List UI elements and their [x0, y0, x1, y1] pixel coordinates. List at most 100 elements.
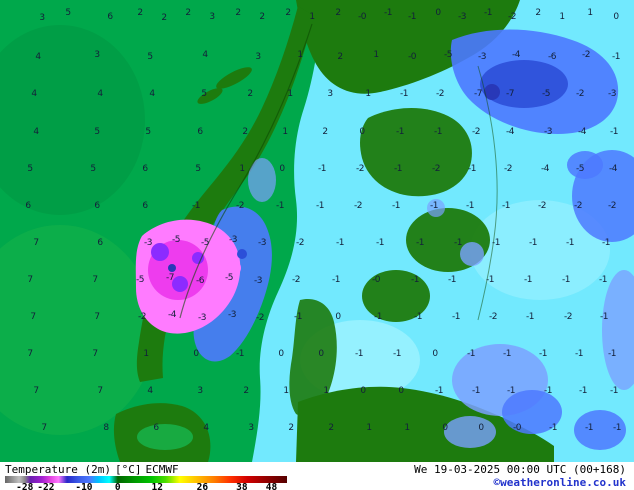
- temp-value-label: -7: [166, 273, 174, 283]
- temp-value-label: -2: [292, 275, 300, 285]
- temp-value-label: -1: [468, 164, 476, 174]
- temp-value-label: 0: [442, 423, 448, 433]
- temp-value-label: 2: [535, 8, 541, 18]
- cold-blue-core-northeast: [480, 60, 568, 108]
- temp-value-label: 7: [41, 423, 47, 433]
- temp-value-label: 8: [103, 423, 109, 433]
- temp-value-label: 7: [94, 312, 100, 322]
- temp-value-label: -2: [504, 164, 512, 174]
- temp-value-label: -4: [512, 50, 520, 60]
- temp-value-label: -1: [562, 275, 570, 285]
- temp-value-label: 6: [142, 164, 148, 174]
- temp-value-label: -3: [458, 12, 466, 22]
- temp-value-label: -1: [396, 127, 404, 137]
- temp-value-label: -1: [602, 238, 610, 248]
- cold-blue-patch-southeast: [502, 390, 562, 434]
- cold-blue-patch-east: [567, 151, 603, 179]
- temp-value-label: -5: [136, 275, 144, 285]
- temp-value-label: -1: [612, 52, 620, 62]
- temp-value-label: -5: [542, 89, 550, 99]
- temp-value-label: -1: [524, 275, 532, 285]
- temp-value-label: -1: [435, 386, 443, 396]
- temp-value-label: -0: [513, 423, 521, 433]
- temp-value-label: -3: [478, 52, 486, 62]
- temp-value-label: -1: [394, 164, 402, 174]
- temp-value-label: -1: [549, 423, 557, 433]
- temp-value-label: -1: [454, 238, 462, 248]
- temp-value-label: 0: [398, 386, 404, 396]
- temp-value-label: 2: [259, 12, 265, 22]
- temp-value-label: 1: [366, 423, 372, 433]
- temp-value-label: 2: [185, 8, 191, 18]
- temp-value-label: -1: [502, 201, 510, 211]
- temp-value-label: 6: [142, 201, 148, 211]
- temp-value-label: 0: [478, 423, 484, 433]
- temp-value-label: -1: [448, 275, 456, 285]
- temp-value-label: -2: [574, 201, 582, 211]
- temp-value-label: 3: [248, 423, 254, 433]
- temp-value-label: -2: [472, 127, 480, 137]
- temp-value-label: -1: [608, 349, 616, 359]
- temp-value-label: -1: [236, 349, 244, 359]
- temp-value-label: -1: [486, 275, 494, 285]
- temp-value-label: 3: [39, 13, 45, 23]
- temp-value-label: -1: [575, 349, 583, 359]
- temp-value-label: 6: [197, 127, 203, 137]
- temp-value-label: -1: [416, 238, 424, 248]
- temp-value-label: 1: [365, 89, 371, 99]
- temp-value-label: -1: [484, 8, 492, 18]
- temp-value-label: -1: [610, 127, 618, 137]
- temp-value-label: -1: [492, 238, 500, 248]
- temp-value-label: -3: [258, 238, 266, 248]
- temp-value-label: 1: [559, 12, 565, 22]
- norway-mountain-ridge: [136, 6, 314, 382]
- temp-value-label: 1: [297, 50, 303, 60]
- temp-value-label: 2: [242, 127, 248, 137]
- finland-land-patch: [362, 270, 430, 322]
- denmark-warm-patch: [137, 424, 193, 450]
- map-footer: Temperature (2m) [°C] ECMWF -28 -22 -10 0 12 26…: [0, 462, 634, 490]
- temp-value-label: 4: [203, 423, 209, 433]
- temperature-map: 3 5 6 2 2 2 3 2 2 2 1 2 -0 -1 -1 0 -3 -1 -2 2 1 1 0 4 3 5 4 3 1 2 1 -0 -…: [0, 0, 634, 462]
- temp-value-label: -0: [408, 52, 416, 62]
- legend-tick: 12: [151, 482, 163, 490]
- temp-value-label: 7: [27, 275, 33, 285]
- map-units: [°C]: [114, 463, 142, 476]
- temp-value-label: 1: [282, 127, 288, 137]
- temp-value-label: -2: [236, 201, 244, 211]
- temp-value-label: 2: [337, 52, 343, 62]
- temp-value-label: 6: [107, 12, 113, 22]
- verycold-purple-spot: [172, 276, 188, 292]
- legend-tick: -10: [75, 482, 93, 490]
- temp-value-label: 0: [432, 349, 438, 359]
- copyright-link[interactable]: ©weatheronline.co.uk: [493, 476, 626, 489]
- temp-value-label: -4: [168, 310, 176, 320]
- temp-value-label: -1: [318, 164, 326, 174]
- temp-value-label: 2: [161, 13, 167, 23]
- temp-value-label: 7: [30, 312, 36, 322]
- temp-value-label: -2: [608, 201, 616, 211]
- temp-value-label: 0: [360, 386, 366, 396]
- temp-value-label: 2: [335, 8, 341, 18]
- temp-value-label: -1: [392, 201, 400, 211]
- temp-value-label: 4: [35, 52, 41, 62]
- sea-shade-patch: [0, 225, 155, 435]
- temp-value-label: -3: [198, 313, 206, 323]
- temp-value-label: 3: [327, 89, 333, 99]
- temp-value-label: -3: [144, 238, 152, 248]
- temp-value-label: 6: [25, 201, 31, 211]
- temp-value-label: -2: [138, 312, 146, 322]
- temp-value-label: 5: [147, 52, 153, 62]
- temp-value-label: -1: [414, 312, 422, 322]
- temp-value-label: 6: [153, 423, 159, 433]
- temp-value-label: 3: [94, 50, 100, 60]
- temp-value-label: 0: [359, 127, 365, 137]
- temp-value-label: 4: [31, 89, 37, 99]
- temp-value-label: -1: [579, 386, 587, 396]
- lofoten-islands: [216, 67, 252, 89]
- temp-value-label: -2: [576, 89, 584, 99]
- sweden-coast-land: [289, 298, 337, 417]
- temp-value-label: 6: [97, 238, 103, 248]
- temp-value-label: 5: [201, 89, 207, 99]
- temp-value-label: 2: [288, 423, 294, 433]
